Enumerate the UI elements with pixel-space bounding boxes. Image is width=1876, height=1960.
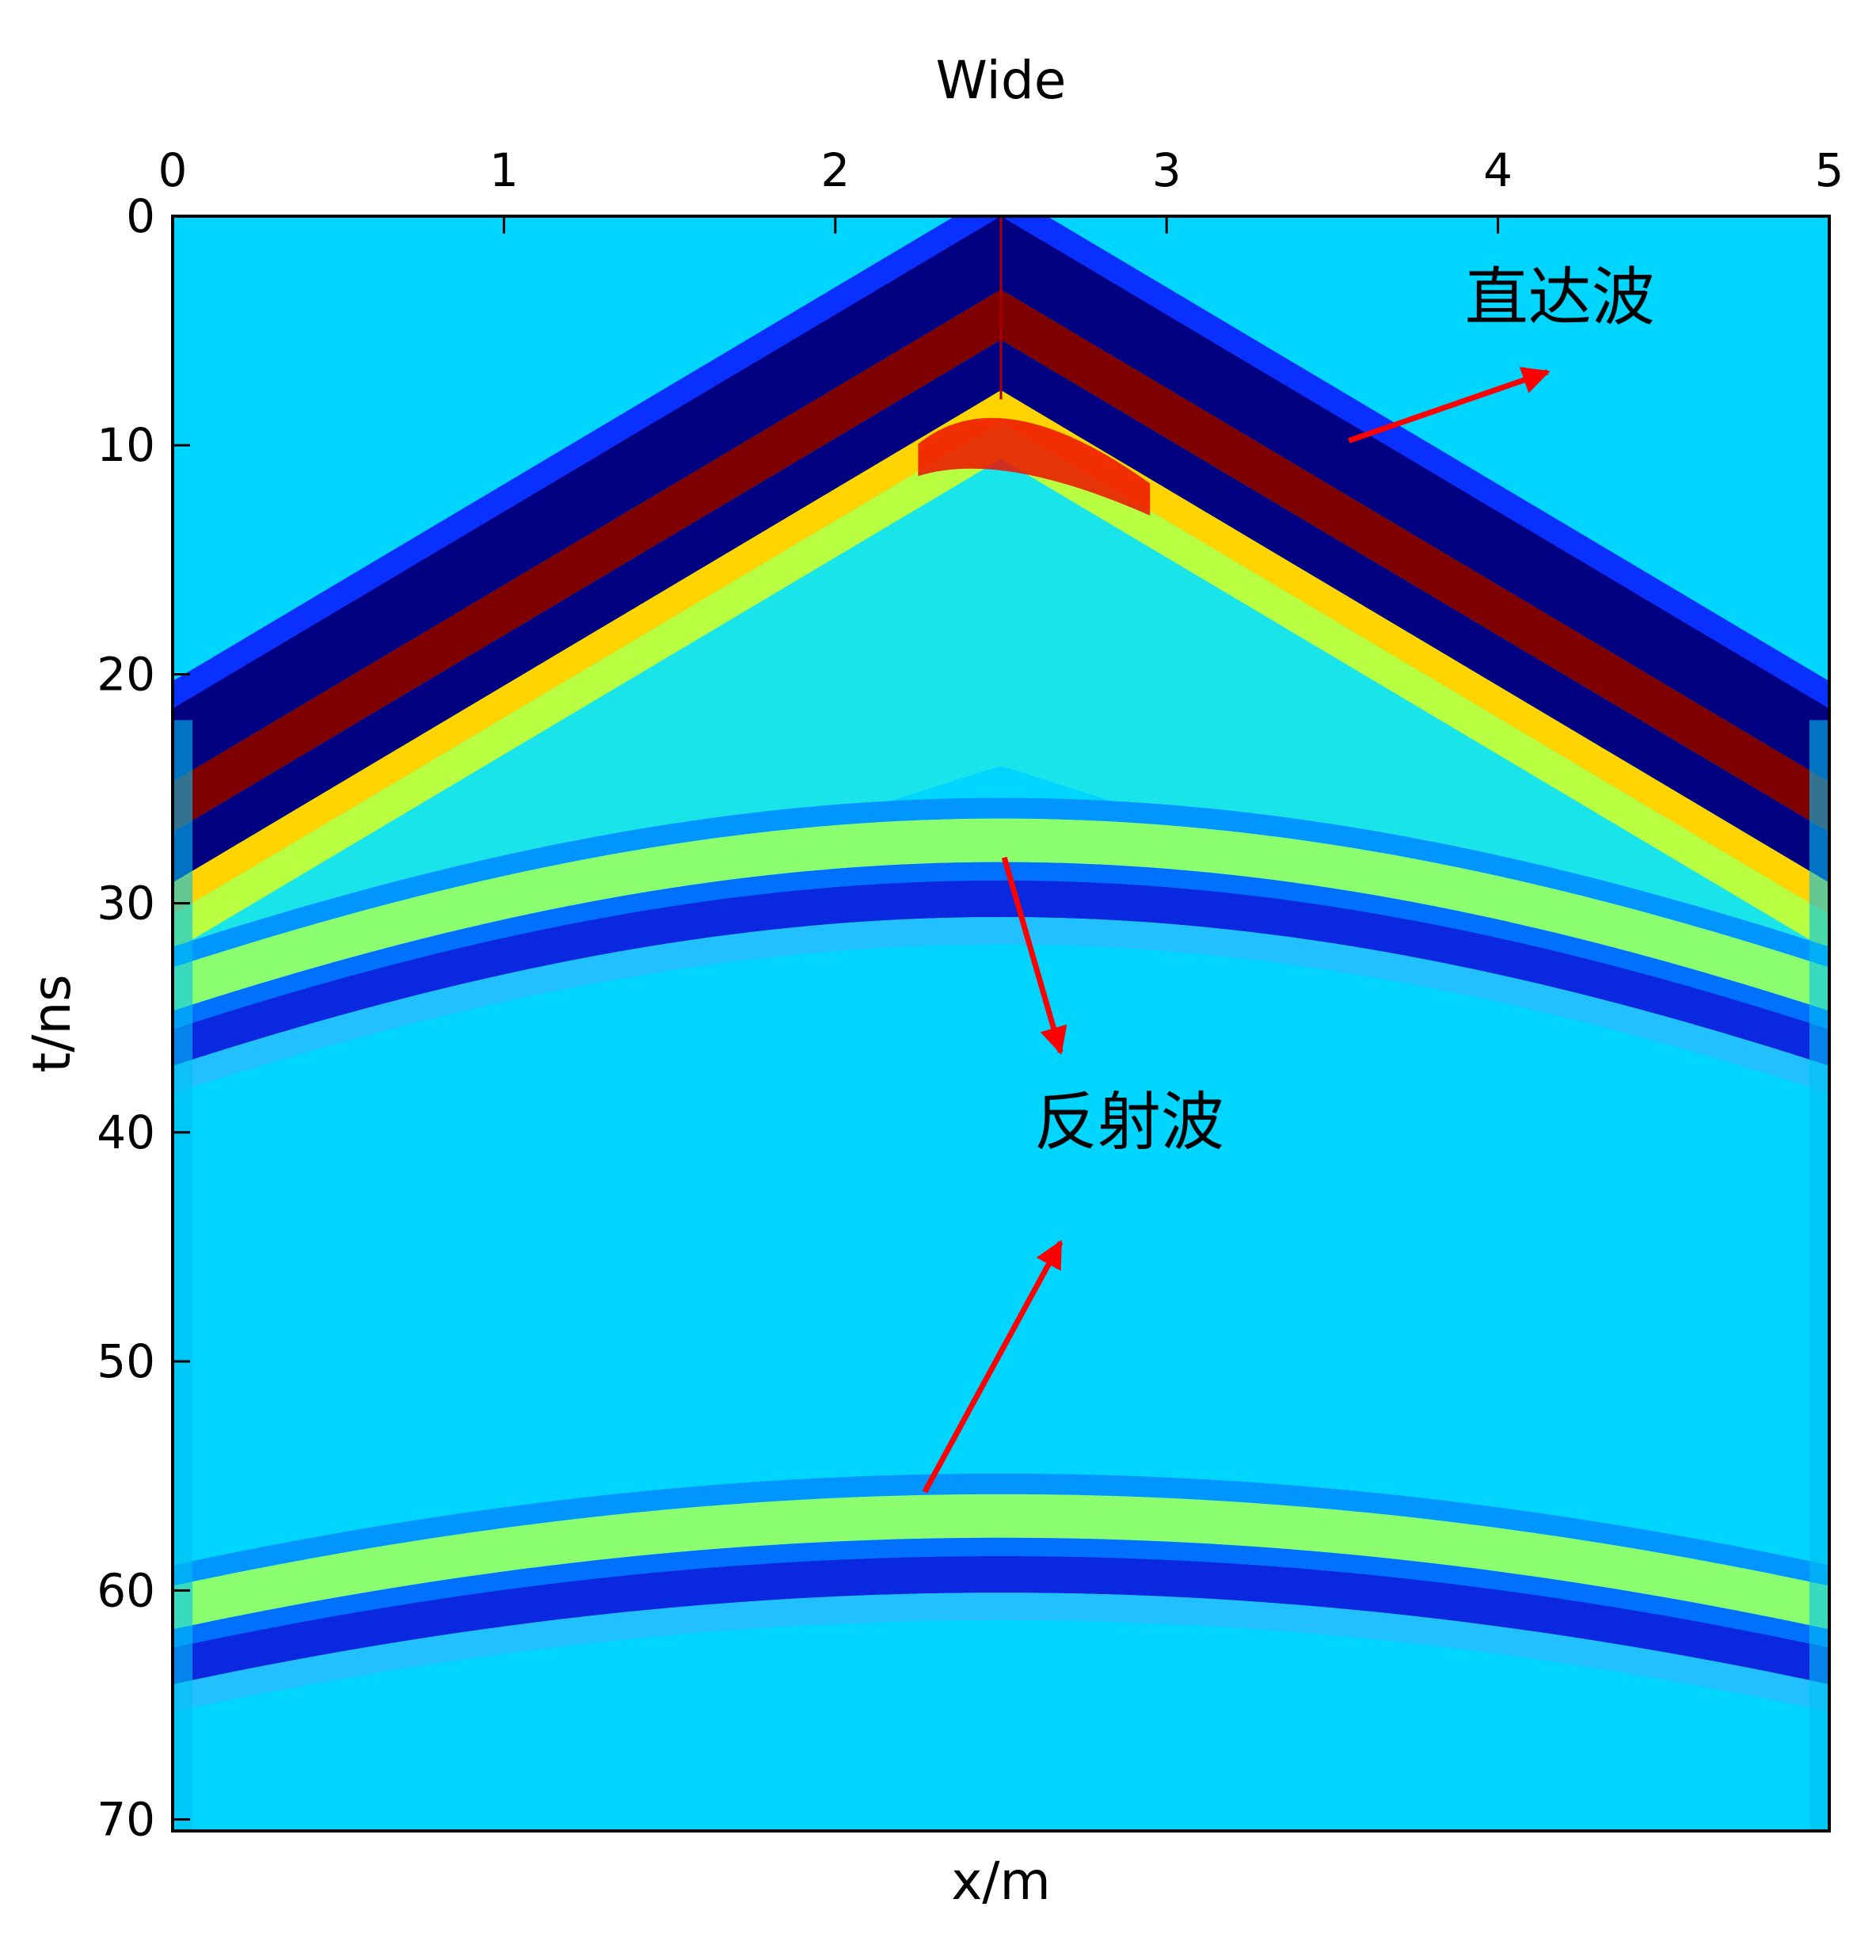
- y-tick-label: 70: [97, 1793, 155, 1847]
- plot-area: [173, 216, 1829, 1831]
- reflection-2-negative: [173, 1555, 1829, 1684]
- y-tick-label: 50: [97, 1334, 155, 1388]
- y-tick-label: 10: [97, 418, 155, 472]
- annotation-label-1: 直达波: [1465, 261, 1655, 334]
- direct-wave-apex: [918, 417, 1151, 516]
- wave-bands: [173, 216, 1829, 1831]
- annotation-label-2: 反射波: [1034, 1085, 1224, 1159]
- y-axis-label: t/ns: [21, 974, 82, 1072]
- x-tick-label: 1: [489, 143, 519, 197]
- reflection-2-tail: [173, 1593, 1829, 1712]
- x-tick-label: 5: [1815, 143, 1844, 197]
- reflection-1-positive: [173, 818, 1829, 1011]
- left-edge-shade: [173, 720, 193, 1831]
- y-tick-label: 20: [97, 647, 155, 701]
- x-axis-ticks: 0 1 2 3 4 5: [158, 143, 1844, 234]
- reflection-2-transition: [173, 1537, 1829, 1648]
- reflection-1-top-halo: [173, 797, 1829, 968]
- y-tick-label: 60: [97, 1563, 155, 1617]
- reflection-1-negative: [173, 880, 1829, 1067]
- y-axis-ticks: 0 10 20 30 40 50 60 70: [97, 189, 190, 1847]
- reflection-1-tail: [173, 917, 1829, 1094]
- y-tick-label: 0: [126, 189, 155, 243]
- y-tick-label: 40: [97, 1106, 155, 1159]
- annotation-arrow-extra-1: [922, 1239, 1064, 1494]
- x-axis-label: x/m: [951, 1851, 1051, 1912]
- reflection-1-transition: [173, 862, 1829, 1029]
- x-tick-label: 0: [158, 143, 188, 197]
- x-tick-label: 2: [820, 143, 850, 197]
- x-tick-label: 3: [1152, 143, 1182, 197]
- plot-frame: [171, 215, 1831, 1833]
- annotation-arrow-2: [1001, 856, 1067, 1056]
- reflection-2-positive: [173, 1494, 1829, 1630]
- y-tick-label: 30: [97, 877, 155, 931]
- right-edge-shade: [1809, 720, 1829, 1831]
- annotation-arrow-1: [1348, 367, 1551, 443]
- x-tick-label: 4: [1483, 143, 1513, 197]
- chart-title: Wide: [936, 50, 1067, 111]
- reflection-2-top-halo: [173, 1473, 1829, 1586]
